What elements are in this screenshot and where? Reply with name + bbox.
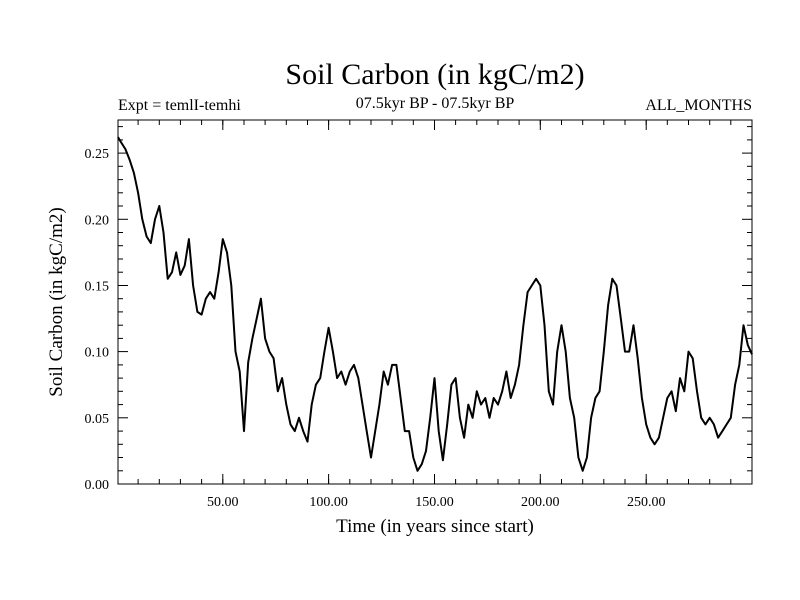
x-tick-label: 150.00 — [415, 495, 454, 510]
months-label: ALL_MONTHS — [645, 97, 752, 114]
x-tick-label: 200.00 — [521, 495, 560, 510]
chart-title: Soil Carbon (in kgC/m2) — [285, 58, 584, 91]
y-tick-label: 0.10 — [85, 346, 110, 361]
y-tick-label: 0.05 — [85, 412, 110, 427]
period-label: 07.5kyr BP - 07.5kyr BP — [356, 95, 515, 112]
x-tick-label: 100.00 — [309, 495, 348, 510]
series-layer — [117, 136, 753, 472]
experiment-label: Expt = temlI-temhi — [118, 97, 241, 114]
plot-frame — [117, 119, 753, 485]
y-tick-label: 0.15 — [85, 280, 110, 295]
y-tick-labels: 0.00 0.05 0.10 0.15 0.20 0.25 — [85, 147, 110, 493]
series-line — [117, 136, 753, 472]
tick-marks — [118, 120, 752, 485]
y-tick-label: 0.20 — [85, 213, 110, 228]
x-tick-label: 50.00 — [207, 495, 239, 510]
x-tick-label: 250.00 — [627, 495, 666, 510]
y-axis-label: Soil Carbon (in kgC/m2) — [46, 207, 67, 396]
y-tick-label: 0.25 — [85, 147, 110, 162]
x-tick-labels: 50.00 100.00 150.00 200.00 250.00 — [207, 495, 665, 510]
x-axis-label: Time (in years since start) — [336, 516, 534, 537]
y-tick-label: 0.00 — [85, 478, 110, 493]
